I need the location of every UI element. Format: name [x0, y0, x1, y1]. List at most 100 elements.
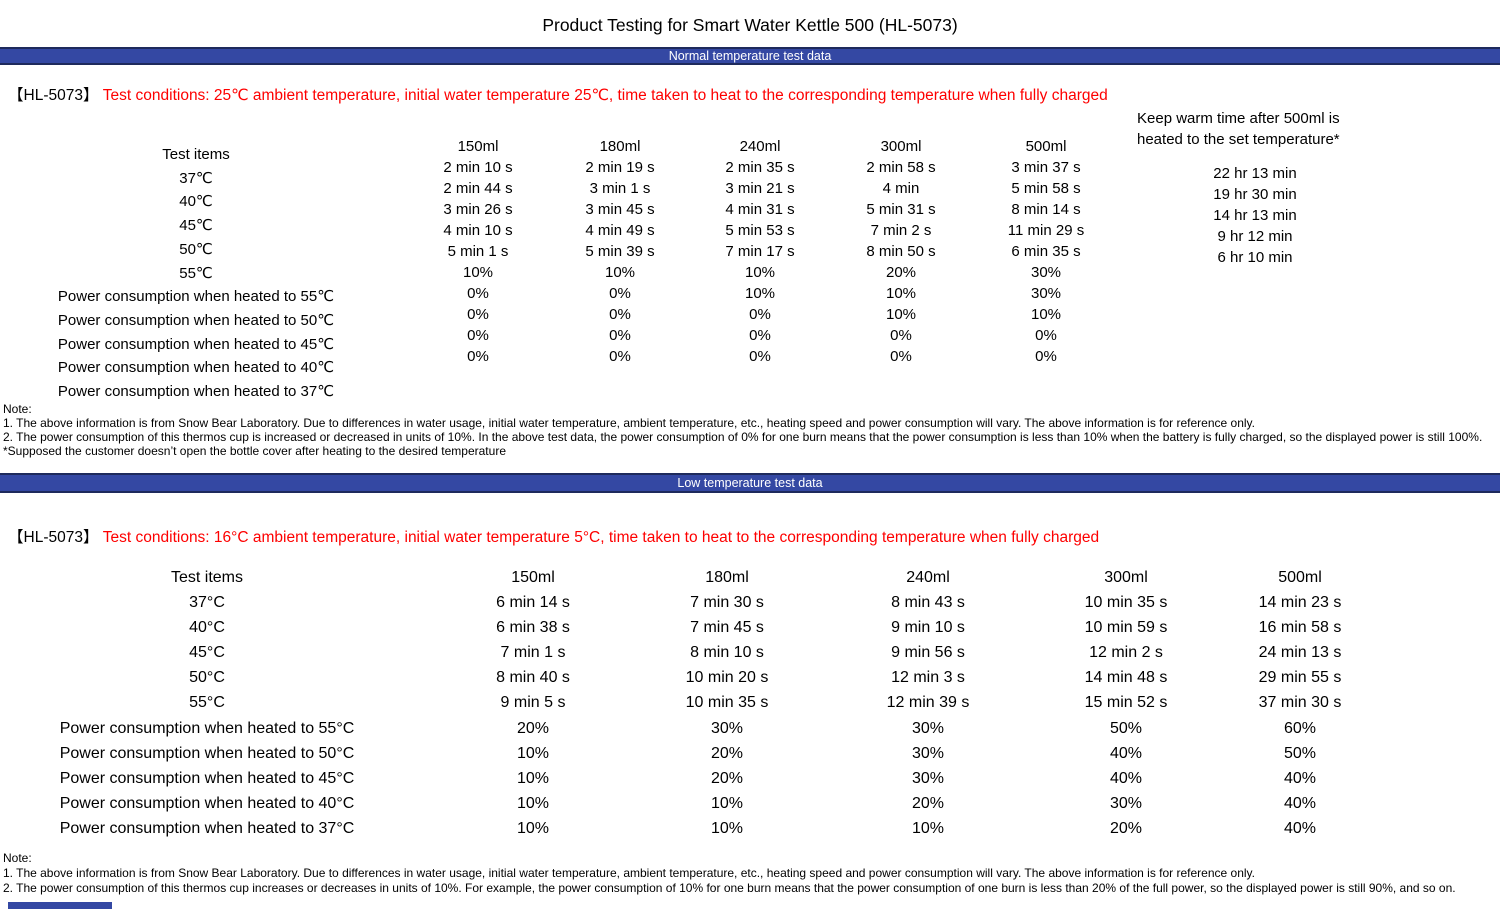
volume-column-500ml-normal: 500ml 3 min 37 s 5 min 58 s 8 min 14 s 1…: [971, 136, 1121, 367]
column-header: 180ml: [705, 569, 749, 586]
model-tag: 【HL-5073】: [8, 529, 99, 546]
table-cell: 0%: [1035, 327, 1057, 344]
column-header: 500ml: [1278, 569, 1322, 586]
table-cell: 60%: [1283, 719, 1317, 737]
table-cell: 30%: [911, 744, 945, 762]
table-cell: 10%: [516, 794, 550, 812]
table-cell: 7 min 2 s: [870, 222, 932, 239]
row-label: Power consumption when heated to 40°C: [59, 794, 355, 812]
note-heading: Note:: [3, 402, 32, 416]
keep-warm-header-line: heated to the set temperature*: [1137, 131, 1340, 148]
table-cell: 20%: [710, 744, 744, 762]
table-cell: 10%: [885, 285, 917, 302]
table-cell: 20%: [885, 264, 917, 281]
test-conditions-normal: 【HL-5073】 Test conditions: 25℃ ambient t…: [8, 83, 1108, 105]
table-cell: 5 min 58 s: [1011, 180, 1081, 197]
keep-warm-header-line: Keep warm time after 500ml is: [1137, 110, 1340, 127]
table-cell: 0%: [890, 348, 912, 365]
table-cell: 10%: [710, 794, 744, 812]
column-header: 300ml: [880, 138, 922, 155]
row-label: Power consumption when heated to 37℃: [57, 383, 335, 401]
row-label: 37°C: [189, 594, 225, 612]
volume-column-240ml-normal: 240ml 2 min 35 s 3 min 21 s 4 min 31 s 5…: [685, 136, 835, 367]
table-cell: 10%: [911, 819, 945, 837]
row-label: Test items: [170, 569, 243, 586]
table-cell: 14 min 48 s: [1084, 669, 1168, 687]
table-cell: 7 min 1 s: [500, 644, 566, 662]
table-cell: 50%: [1109, 719, 1143, 737]
table-cell: 5 min 53 s: [725, 222, 795, 239]
partial-banner-cutoff: [8, 902, 112, 909]
table-cell: 8 min 43 s: [891, 594, 965, 612]
table-cell: 4 min 49 s: [585, 222, 655, 239]
table-cell: 37 min 30 s: [1258, 694, 1342, 712]
table-cell: 40%: [1109, 769, 1143, 787]
table-cell: 50%: [1283, 744, 1317, 762]
table-cell: 10%: [744, 264, 776, 281]
row-label: 45°C: [189, 644, 225, 662]
table-cell: 0%: [467, 285, 489, 302]
table-cell: 30%: [710, 719, 744, 737]
table-cell: 30%: [1030, 285, 1062, 302]
row-label: 50℃: [179, 240, 213, 258]
table-cell: 3 min 37 s: [1011, 159, 1081, 176]
table-cell: 3 min 45 s: [585, 201, 655, 218]
volume-column-500ml-low: 500ml 14 min 23 s 16 min 58 s 24 min 13 …: [1210, 565, 1390, 841]
keep-warm-value: 14 hr 13 min: [1213, 207, 1297, 224]
table-cell: 8 min 10 s: [690, 644, 764, 662]
column-header: 500ml: [1025, 138, 1067, 155]
note-line: 1. The above information is from Snow Be…: [3, 866, 1255, 880]
table-cell: 3 min 26 s: [443, 201, 513, 218]
table-cell: 30%: [1030, 264, 1062, 281]
column-header: 150ml: [457, 138, 499, 155]
banner-normal-label: Normal temperature test data: [668, 49, 832, 63]
table-cell: 40%: [1283, 769, 1317, 787]
volume-column-180ml-low: 180ml 7 min 30 s 7 min 45 s 8 min 10 s 1…: [637, 565, 817, 841]
table-cell: 0%: [467, 348, 489, 365]
table-cell: 0%: [467, 306, 489, 323]
row-label: Power consumption when heated to 40℃: [57, 359, 335, 377]
table-cell: 20%: [710, 769, 744, 787]
keep-warm-value: 6 hr 10 min: [1217, 249, 1293, 266]
table-cell: 12 min 2 s: [1089, 644, 1163, 662]
table-cell: 40%: [1283, 819, 1317, 837]
keep-warm-value: 9 hr 12 min: [1217, 228, 1293, 245]
table-cell: 2 min 58 s: [866, 159, 936, 176]
row-label: Test items: [162, 146, 230, 163]
volume-column-300ml-low: 300ml 10 min 35 s 10 min 59 s 12 min 2 s…: [1036, 565, 1216, 841]
table-cell: 10 min 59 s: [1084, 619, 1168, 637]
banner-low-temperature: Low temperature test data: [0, 473, 1500, 493]
table-cell: 10 min 35 s: [685, 694, 769, 712]
table-cell: 7 min 17 s: [725, 243, 795, 260]
conditions-text: Test conditions: 16°C ambient temperatur…: [102, 529, 1100, 546]
volume-column-150ml-low: 150ml 6 min 14 s 6 min 38 s 7 min 1 s 8 …: [443, 565, 623, 841]
table-cell: 10%: [885, 306, 917, 323]
column-header: 150ml: [511, 569, 555, 586]
table-cell: 10%: [516, 819, 550, 837]
table-cell: 8 min 14 s: [1011, 201, 1081, 218]
row-label: Power consumption when heated to 50℃: [57, 311, 335, 329]
keep-warm-values-column: 22 hr 13 min 19 hr 30 min 14 hr 13 min 9…: [1160, 163, 1350, 268]
table-cell: 5 min 1 s: [447, 243, 509, 260]
volume-column-150ml-normal: 150ml 2 min 10 s 2 min 44 s 3 min 26 s 4…: [403, 136, 553, 367]
table-cell: 15 min 52 s: [1084, 694, 1168, 712]
table-cell: 40%: [1283, 794, 1317, 812]
table-cell: 10%: [516, 744, 550, 762]
column-header: 240ml: [739, 138, 781, 155]
table-cell: 0%: [1035, 348, 1057, 365]
column-header: 180ml: [599, 138, 641, 155]
table-cell: 3 min 21 s: [725, 180, 795, 197]
table-cell: 0%: [609, 327, 631, 344]
table-cell: 6 min 35 s: [1011, 243, 1081, 260]
note-line: 2. The power consumption of this thermos…: [3, 430, 1483, 444]
table-cell: 2 min 44 s: [443, 180, 513, 197]
notes-low: Note: 1. The above information is from S…: [3, 851, 1456, 896]
table-cell: 4 min: [882, 180, 920, 197]
row-label: Power consumption when heated to 50°C: [59, 744, 355, 762]
row-label: 40°C: [189, 619, 225, 637]
table-cell: 5 min 31 s: [866, 201, 936, 218]
table-cell: 10%: [516, 769, 550, 787]
notes-normal: Note: 1. The above information is from S…: [3, 402, 1482, 458]
table-cell: 0%: [609, 285, 631, 302]
table-cell: 0%: [749, 306, 771, 323]
